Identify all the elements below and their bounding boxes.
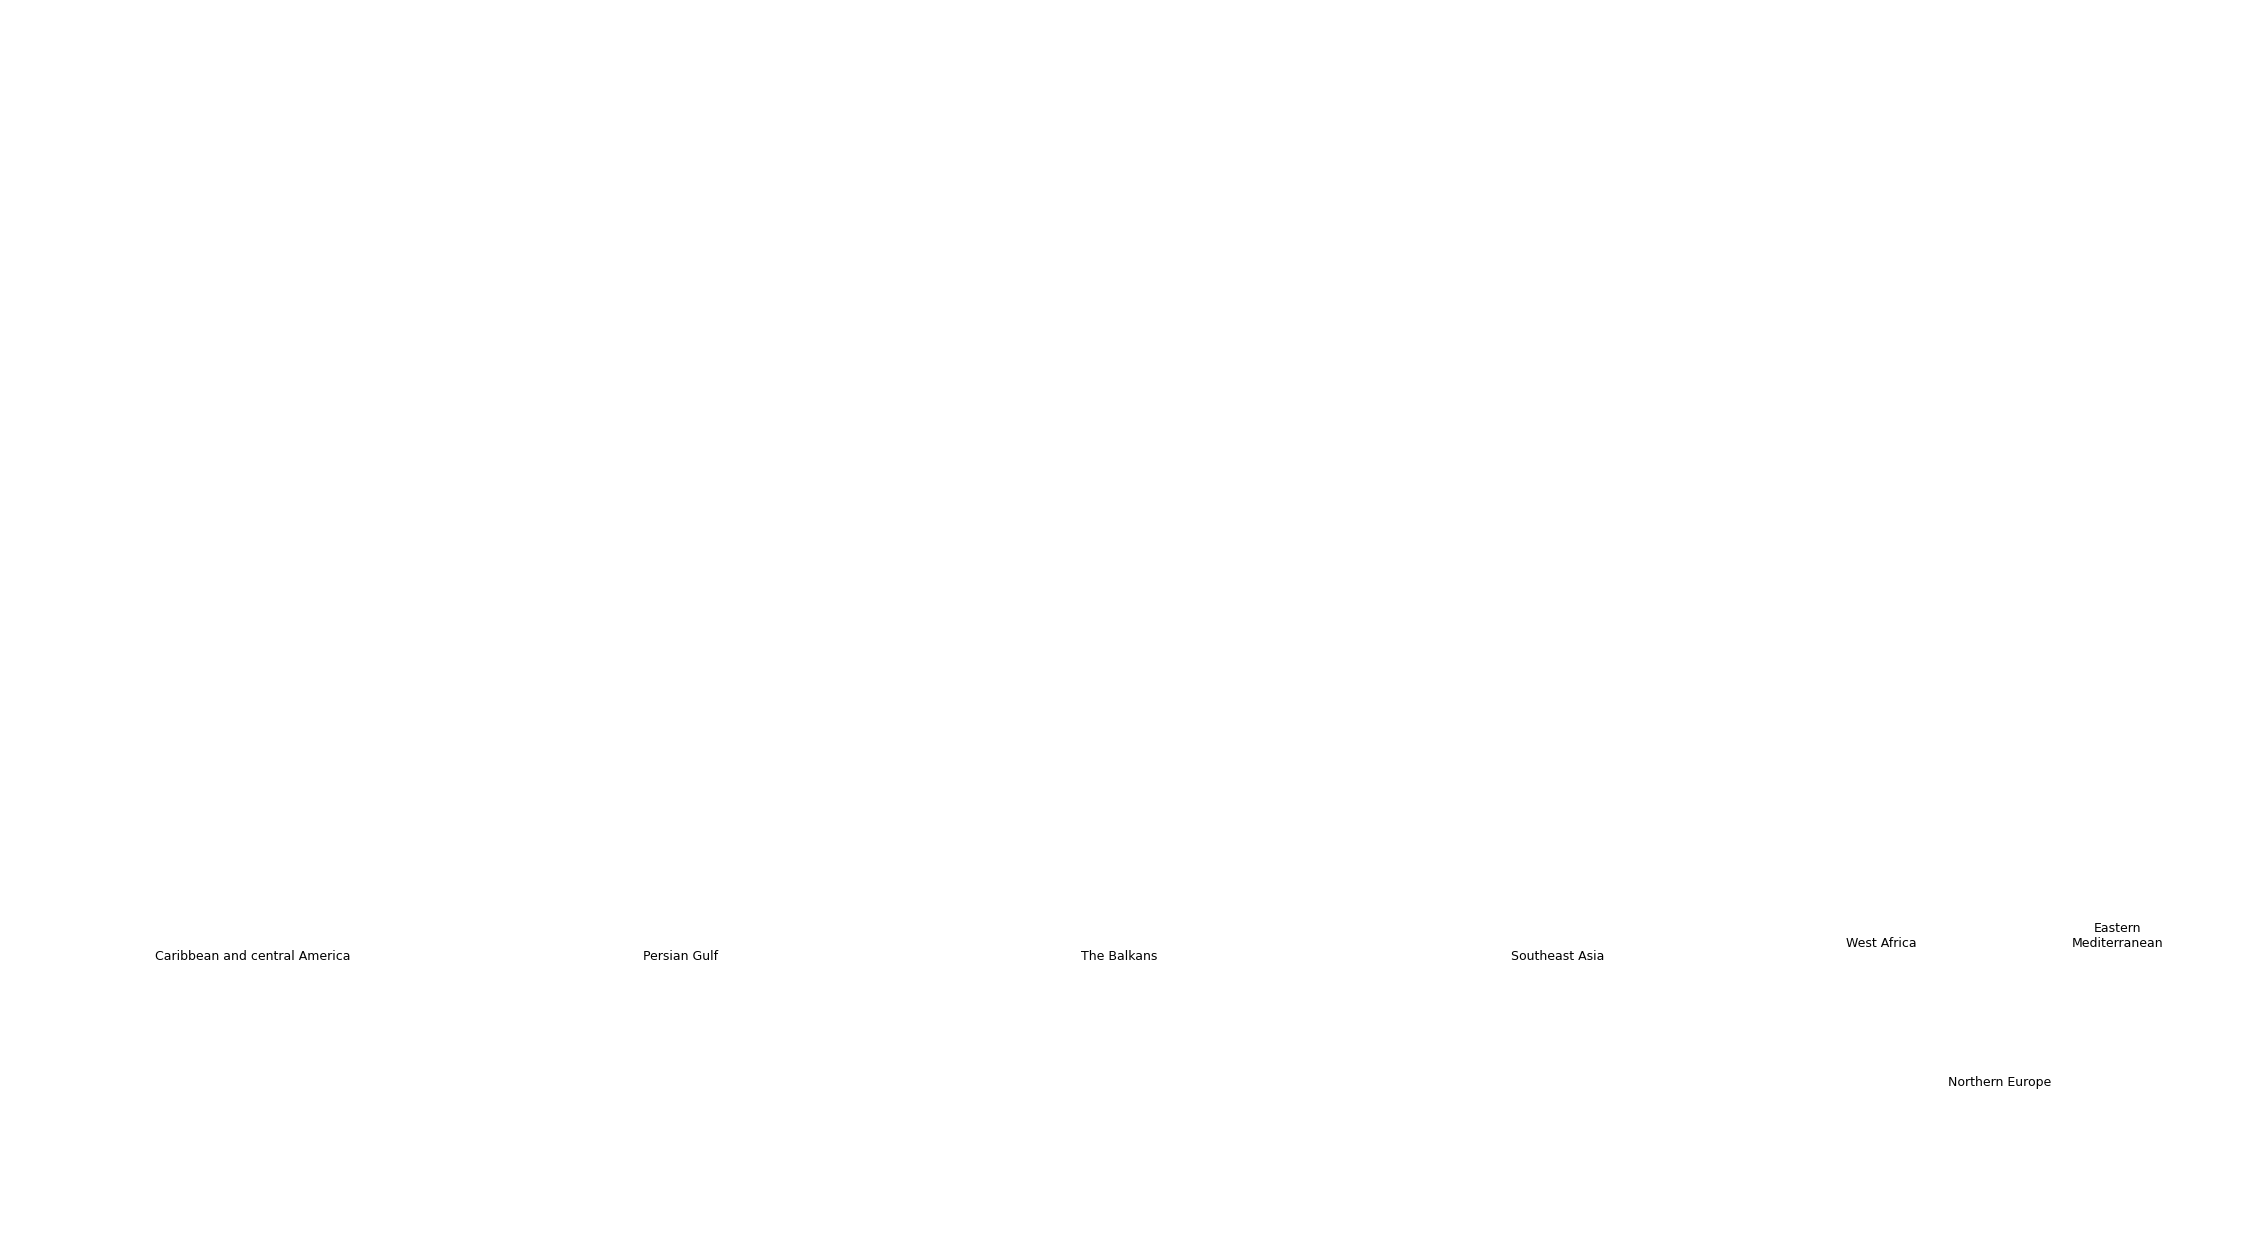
Text: The Balkans: The Balkans [1082, 950, 1156, 963]
Text: Northern Europe: Northern Europe [1948, 1077, 2050, 1089]
Text: Caribbean and central America: Caribbean and central America [155, 950, 351, 963]
Text: West Africa: West Africa [1845, 938, 1917, 950]
Text: Persian Gulf: Persian Gulf [644, 950, 718, 963]
Text: Eastern
Mediterranean: Eastern Mediterranean [2072, 922, 2162, 950]
Text: Southeast Asia: Southeast Asia [1512, 950, 1604, 963]
